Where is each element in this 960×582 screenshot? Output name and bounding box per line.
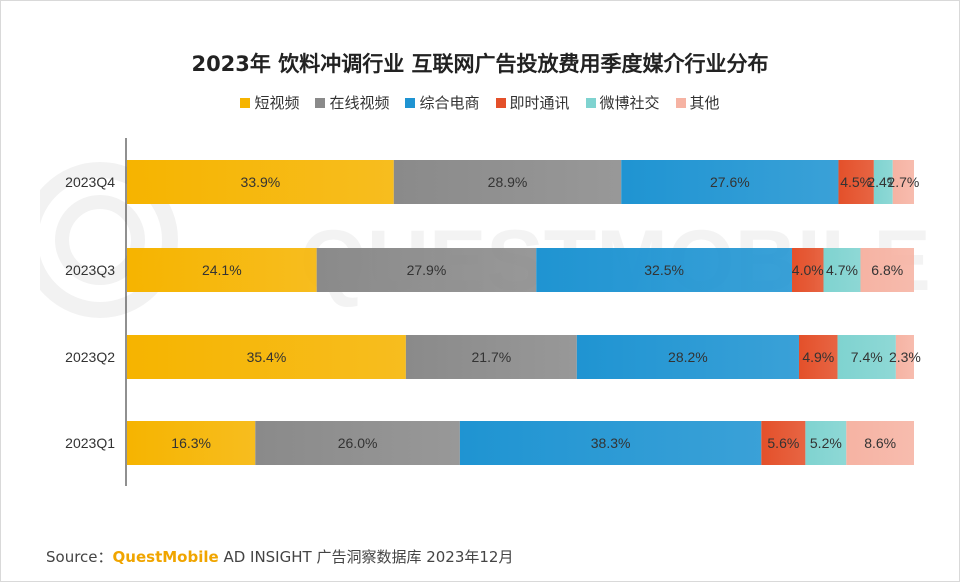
data-label: 16.3% [171,435,211,451]
legend-label: 即时通讯 [509,94,570,112]
bar-segment [838,160,874,204]
data-label: 28.9% [488,174,528,190]
data-label: 27.9% [407,262,447,278]
bar-segment [895,335,914,379]
legend-swatch [675,97,686,108]
data-label: 7.4% [851,349,883,365]
bar-segment [805,421,847,465]
category-label: 2023Q1 [65,435,115,451]
legend-item: 综合电商 [405,92,480,113]
legend-swatch [240,97,251,108]
legend-swatch [315,97,326,108]
data-label: 38.3% [591,435,631,451]
bar-segment [792,248,824,292]
source-prefix: Source： [46,548,113,566]
bar-segment [459,421,762,465]
category-label: 2023Q4 [65,174,115,190]
data-label: 4.0% [792,262,824,278]
data-label: 21.7% [472,349,512,365]
category-label: 2023Q2 [65,349,115,365]
legend-item: 即时通讯 [495,92,570,113]
legend-swatch [405,97,416,108]
bar-segment [255,421,460,465]
bar-segment [621,160,839,204]
bar-segment [127,335,406,379]
legend: 短视频 在线视频 综合电商 即时通讯 微博社交 其他 [0,92,960,113]
bar-segment [798,335,838,379]
bar-segment [892,160,914,204]
data-label: 28.2% [668,349,708,365]
data-label: 6.8% [871,262,903,278]
legend-label: 其他 [689,94,720,112]
data-label: 4.7% [826,262,858,278]
bar-segment [846,421,914,465]
bar-segment [761,421,806,465]
legend-item: 其他 [675,92,720,113]
category-label: 2023Q3 [65,262,115,278]
legend-swatch [495,97,506,108]
legend-item: 短视频 [240,92,299,113]
bar-segment [393,160,622,204]
data-label: 5.6% [767,435,799,451]
data-label: 26.0% [338,435,378,451]
bar-segment [576,335,799,379]
data-label: 24.1% [202,262,242,278]
source-text: AD INSIGHT 广告洞察数据库 2023年12月 [218,548,514,566]
data-label: 4.5% [840,174,872,190]
bar-segment [127,248,317,292]
data-label: 32.5% [644,262,684,278]
data-label: 2.3% [889,349,921,365]
data-label: 27.6% [710,174,750,190]
bar-segment [127,421,256,465]
legend-label: 短视频 [254,94,300,112]
bar-segment [837,335,896,379]
bar-segment [536,248,793,292]
data-label: 2.4% [867,174,899,190]
bar-segment [873,160,893,204]
legend-item: 微博社交 [585,92,660,113]
bar-segment [405,335,577,379]
legend-label: 在线视频 [329,94,390,112]
data-label: 5.2% [810,435,842,451]
data-label: 2.7% [887,174,919,190]
legend-label: 综合电商 [419,94,480,112]
bar-segment [316,248,537,292]
data-label: 35.4% [247,349,287,365]
bar-segment [127,160,394,204]
data-label: 8.6% [864,435,896,451]
chart-title: 2023年 饮料冲调行业 互联网广告投放费用季度媒介行业分布 [191,52,769,76]
data-label: 4.9% [802,349,834,365]
bar-segment [860,248,914,292]
data-label: 33.9% [241,174,281,190]
legend-swatch [585,97,596,108]
source-brand: QuestMobile [112,548,219,566]
legend-item: 在线视频 [315,92,389,113]
bar-segment [823,248,861,292]
source-note: Source：QuestMobile AD INSIGHT 广告洞察数据库 20… [46,546,513,567]
legend-label: 微博社交 [599,94,660,112]
